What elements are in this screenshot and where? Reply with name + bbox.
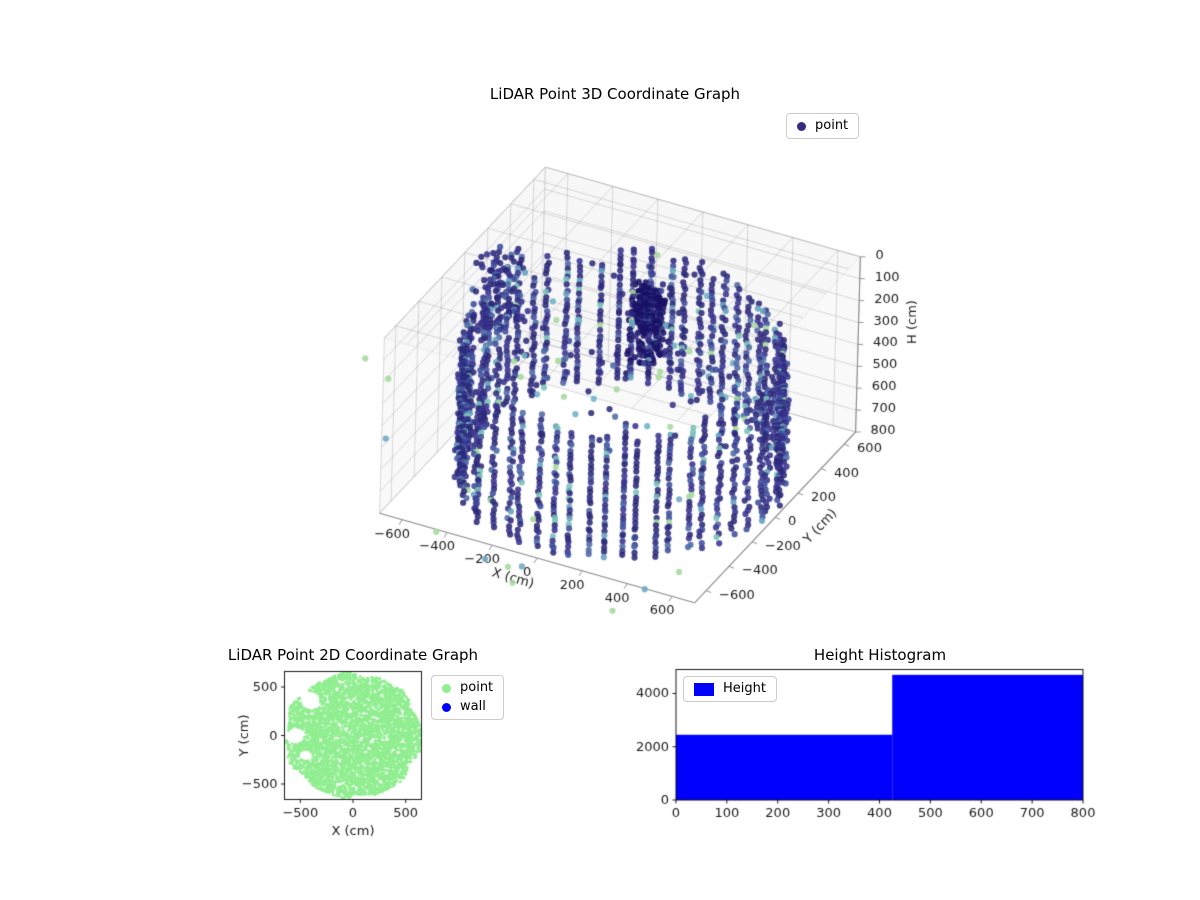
legend-label-point: point — [460, 680, 494, 695]
legend-label-wall: wall — [460, 699, 486, 714]
chart3d-legend: point — [786, 113, 860, 139]
legend-row: point — [442, 681, 493, 695]
legend-row: Height — [694, 682, 766, 696]
chart3d-title: LiDAR Point 3D Coordinate Graph — [489, 85, 741, 103]
height-swatch-icon — [694, 682, 714, 696]
legend-row: point — [797, 119, 848, 133]
point-marker-icon — [442, 683, 451, 693]
wall-marker-icon — [442, 702, 451, 712]
histogram-title: Height Histogram — [813, 646, 947, 664]
point-marker-icon — [797, 121, 806, 131]
legend-label-point: point — [815, 118, 849, 133]
chart2d-title: LiDAR Point 2D Coordinate Graph — [227, 646, 479, 664]
legend-row: wall — [442, 700, 493, 714]
chart2d-legend: point wall — [431, 675, 505, 720]
histogram-legend: Height — [683, 676, 777, 702]
legend-label-height: Height — [723, 681, 766, 696]
